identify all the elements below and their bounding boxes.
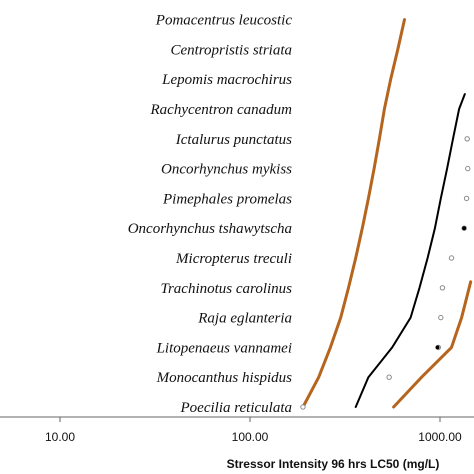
lower-confidence-curve <box>301 18 406 409</box>
filled-data-point <box>435 345 440 350</box>
data-point <box>448 255 455 261</box>
data-point <box>386 374 392 380</box>
species-label: Centropristis striata <box>170 42 292 58</box>
data-point <box>464 136 470 142</box>
species-label: Raja eglanteria <box>197 311 292 327</box>
data-point <box>300 404 306 410</box>
data-point <box>438 314 444 321</box>
filled-data-point <box>462 226 467 231</box>
fitted-curve <box>354 93 466 408</box>
x-tick-label: 100.00 <box>232 430 269 444</box>
species-label: Pimephales promelas <box>162 191 292 207</box>
species-label: Pomacentrus leucostic <box>155 13 293 29</box>
data-point <box>439 285 446 291</box>
curves-layer <box>301 18 473 409</box>
species-label: Rachycentron canadum <box>150 102 293 118</box>
x-axis-label: Stressor Intensity 96 hrs LC50 (mg/L) <box>227 457 440 471</box>
species-label: Oncorhynchus tshawytscha <box>128 221 292 237</box>
species-label: Litopenaeus vannamei <box>156 340 292 356</box>
x-axis-ticks: 10.00 100.00 1000.00 <box>45 417 462 444</box>
x-tick-label: 10.00 <box>45 430 75 444</box>
data-point <box>465 165 471 172</box>
species-label: Oncorhynchus mykiss <box>161 162 292 178</box>
species-label: Trachinotus carolinus <box>160 281 292 297</box>
upper-confidence-curve <box>392 280 473 409</box>
species-label: Monocanthus hispidus <box>156 370 293 386</box>
species-label: Ictalurus punctatus <box>175 132 292 148</box>
species-label: Micropterus treculi <box>175 251 292 267</box>
species-label: Poecilia reticulata <box>180 400 293 416</box>
species-label: Lepomis macrochirus <box>161 72 292 88</box>
species-labels: Pomacentrus leucostic Centropristis stria… <box>128 13 293 416</box>
data-point <box>463 195 470 202</box>
points-layer <box>300 136 471 410</box>
x-tick-label: 1000.00 <box>418 430 462 444</box>
